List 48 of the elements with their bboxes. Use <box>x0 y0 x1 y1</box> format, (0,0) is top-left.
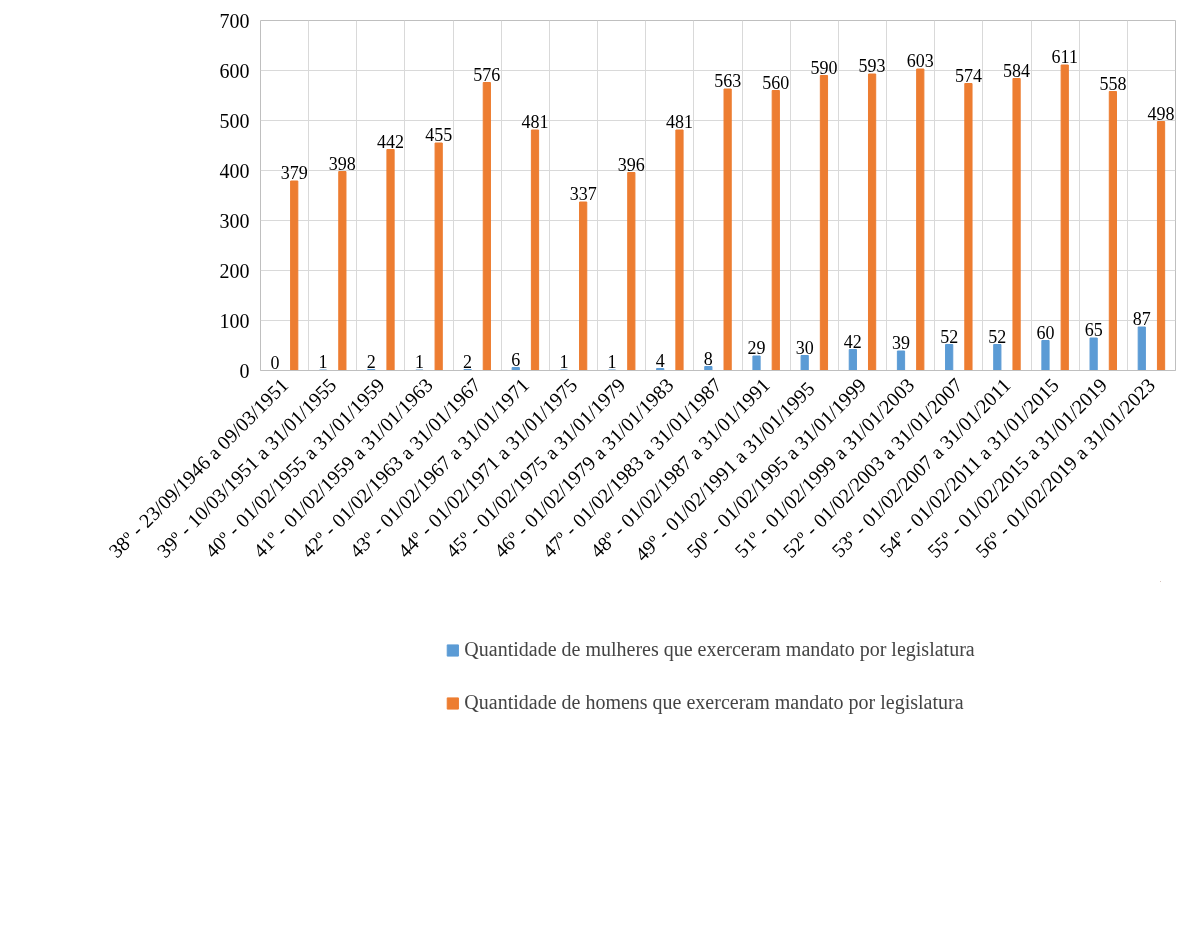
data-label: 560 <box>762 72 790 93</box>
data-label: 603 <box>906 51 934 71</box>
data-label: 481 <box>521 112 549 132</box>
data-label: 0 <box>270 352 280 373</box>
legend-label: Quantidade de mulheres que exerceram mandato por legislatura <box>464 638 975 661</box>
data-label: 584 <box>1003 60 1031 81</box>
data-label: 52 <box>988 326 1007 347</box>
data-label: 593 <box>858 56 886 76</box>
data-label: 39 <box>892 333 910 353</box>
data-label: 1 <box>414 352 424 372</box>
y-tick-label: 600 <box>219 59 250 82</box>
y-tick-label: 100 <box>219 309 250 332</box>
data-label: 60 <box>1036 322 1055 343</box>
data-label: 8 <box>703 348 713 369</box>
data-label: 481 <box>665 112 693 132</box>
y-tick-label: 400 <box>219 159 250 182</box>
data-label: 2 <box>463 351 473 372</box>
data-label: 396 <box>617 154 645 175</box>
data-label: 337 <box>569 184 597 204</box>
data-label: 563 <box>714 71 742 91</box>
data-label: 87 <box>1132 309 1151 329</box>
data-label: 1 <box>607 352 617 372</box>
data-label: 442 <box>377 131 405 152</box>
data-label: 558 <box>1099 73 1127 94</box>
data-label: 1 <box>559 352 569 372</box>
data-label: 52 <box>940 326 959 347</box>
y-tick-label: 300 <box>219 209 250 232</box>
data-label: 455 <box>425 125 453 145</box>
y-tick-label: 200 <box>219 259 250 282</box>
data-label: 65 <box>1084 320 1103 340</box>
y-tick-label: 500 <box>219 109 250 132</box>
data-label: 6 <box>511 349 521 370</box>
data-label: 4 <box>655 350 665 371</box>
data-label: 590 <box>810 57 838 78</box>
y-tick-label: 700 <box>219 9 250 32</box>
data-label: 574 <box>954 65 982 86</box>
data-label: 29 <box>747 338 766 358</box>
data-label: 1 <box>318 352 328 372</box>
data-label: 398 <box>328 153 356 174</box>
data-label: 2 <box>366 351 376 372</box>
data-label: 498 <box>1147 103 1175 124</box>
data-label: 611 <box>1051 47 1078 67</box>
legend-label: Quantidade de homens que exerceram mandato por legislatura <box>464 691 964 714</box>
y-tick-label: 0 <box>239 359 250 382</box>
data-label: 576 <box>473 64 501 85</box>
data-label: 30 <box>795 337 814 358</box>
data-label: 379 <box>280 163 308 183</box>
data-label: 42 <box>843 331 862 352</box>
